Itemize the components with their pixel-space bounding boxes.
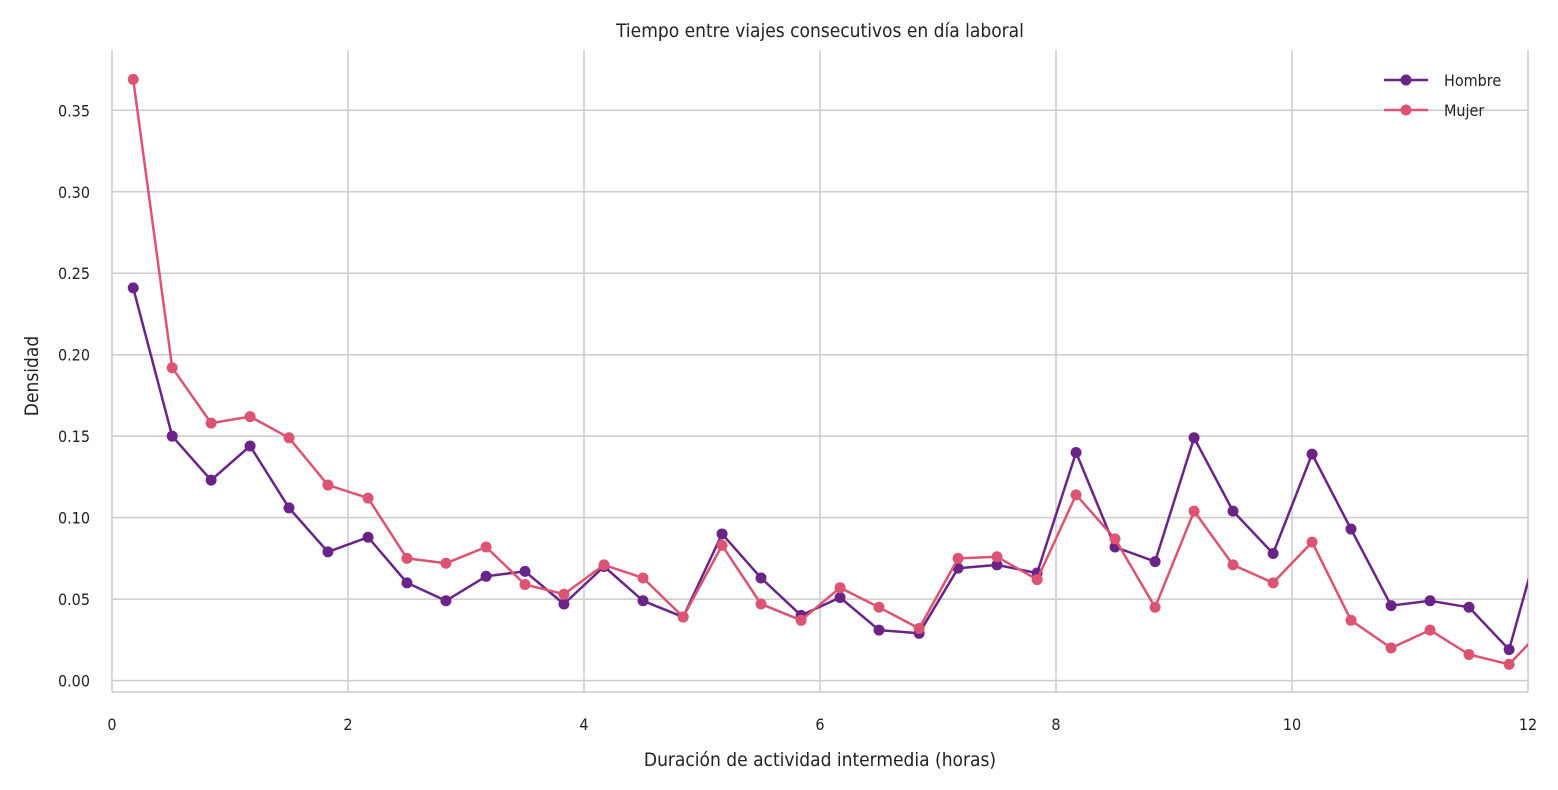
data-point-mujer xyxy=(127,73,139,85)
data-point-mujer xyxy=(519,578,531,590)
data-point-mujer xyxy=(166,362,178,374)
y-axis-ticks: 0.00 0.05 0.10 0.15 0.20 0.25 0.30 0.35 xyxy=(58,101,90,690)
y-tick-label: 0.00 xyxy=(58,672,90,691)
data-point-hombre xyxy=(991,559,1003,571)
data-point-hombre xyxy=(1306,448,1318,460)
data-point-hombre xyxy=(205,474,217,486)
legend-marker xyxy=(1400,104,1412,116)
series-line-mujer xyxy=(131,79,1528,666)
data-point-hombre xyxy=(1227,505,1239,517)
data-point-hombre xyxy=(480,570,492,582)
data-point-mujer xyxy=(480,541,492,553)
data-point-mujer xyxy=(401,552,413,564)
data-point-mujer xyxy=(1109,533,1121,545)
data-point-mujer xyxy=(755,598,767,610)
data-point-hombre xyxy=(1503,644,1515,656)
series-group xyxy=(127,73,1554,670)
data-point-hombre xyxy=(519,565,531,577)
legend: Hombre Mujer xyxy=(1384,71,1501,120)
data-point-mujer xyxy=(716,539,728,551)
data-point-hombre xyxy=(322,546,334,558)
data-point-mujer xyxy=(205,417,217,429)
data-point-mujer xyxy=(1503,658,1515,670)
data-point-hombre xyxy=(637,595,649,607)
y-tick-label: 0.20 xyxy=(58,346,90,365)
data-point-mujer xyxy=(1267,577,1279,589)
legend-label: Hombre xyxy=(1444,71,1501,90)
data-point-hombre xyxy=(1424,595,1436,607)
data-point-mujer xyxy=(1385,642,1397,654)
data-point-mujer xyxy=(1306,536,1318,548)
data-point-mujer xyxy=(913,622,925,634)
data-point-hombre xyxy=(166,430,178,442)
data-point-hombre xyxy=(834,591,846,603)
data-point-mujer xyxy=(598,559,610,571)
data-point-hombre xyxy=(1463,601,1475,613)
data-point-mujer xyxy=(1188,505,1200,517)
chart-title: Tiempo entre viajes consecutivos en día … xyxy=(615,20,1024,42)
x-axis-label: Duración de actividad intermedia (horas) xyxy=(644,749,996,771)
data-point-hombre xyxy=(1188,432,1200,444)
y-tick-label: 0.30 xyxy=(58,183,90,202)
data-point-mujer xyxy=(1463,649,1475,661)
x-tick-label: 4 xyxy=(579,715,588,734)
data-point-mujer xyxy=(1345,614,1357,626)
data-point-hombre xyxy=(1070,446,1082,458)
data-point-hombre xyxy=(873,624,885,636)
data-point-hombre xyxy=(755,572,767,584)
data-point-mujer xyxy=(283,432,295,444)
data-point-hombre xyxy=(1267,547,1279,559)
data-point-hombre xyxy=(1345,523,1357,535)
data-point-hombre xyxy=(716,528,728,540)
y-tick-label: 0.25 xyxy=(58,264,90,283)
data-point-mujer xyxy=(1227,559,1239,571)
legend-label: Mujer xyxy=(1444,101,1484,120)
legend-item-hombre: Hombre xyxy=(1384,71,1501,90)
data-point-hombre xyxy=(127,282,139,294)
data-point-mujer xyxy=(677,611,689,623)
x-tick-label: 10 xyxy=(1283,715,1301,734)
data-point-mujer xyxy=(1149,601,1161,613)
series-mujer xyxy=(127,73,1554,670)
y-tick-label: 0.05 xyxy=(58,590,90,609)
data-point-hombre xyxy=(362,531,374,543)
y-tick-label: 0.35 xyxy=(58,101,90,120)
data-point-mujer xyxy=(637,572,649,584)
data-point-mujer xyxy=(991,551,1003,563)
data-point-mujer xyxy=(952,552,964,564)
data-point-hombre xyxy=(1149,556,1161,568)
data-point-mujer xyxy=(322,479,334,491)
y-axis-label: Densidad xyxy=(21,336,43,416)
data-point-hombre xyxy=(440,595,452,607)
data-point-mujer xyxy=(1543,618,1554,629)
data-point-mujer xyxy=(558,588,570,600)
data-point-mujer xyxy=(1424,624,1436,636)
data-point-mujer xyxy=(1070,489,1082,501)
x-tick-label: 0 xyxy=(107,715,116,734)
grid xyxy=(112,50,1529,692)
data-point-mujer xyxy=(873,601,885,613)
data-point-mujer xyxy=(362,492,374,504)
x-tick-label: 2 xyxy=(343,715,352,734)
x-axis-ticks: 0 2 4 6 8 10 12 xyxy=(107,715,1537,734)
data-point-mujer xyxy=(244,411,256,423)
y-tick-label: 0.15 xyxy=(58,427,90,446)
data-point-mujer xyxy=(1031,574,1043,586)
x-tick-label: 12 xyxy=(1519,715,1537,734)
data-point-mujer xyxy=(795,614,807,626)
data-point-hombre xyxy=(283,502,295,514)
data-point-hombre xyxy=(1385,600,1397,612)
x-tick-label: 8 xyxy=(1051,715,1060,734)
x-tick-label: 6 xyxy=(815,715,824,734)
data-point-mujer xyxy=(440,557,452,569)
legend-marker xyxy=(1400,74,1412,86)
data-point-hombre xyxy=(244,440,256,452)
y-tick-label: 0.10 xyxy=(58,509,90,528)
data-point-hombre xyxy=(1543,504,1554,515)
legend-item-mujer: Mujer xyxy=(1384,101,1484,120)
data-point-hombre xyxy=(558,598,570,610)
data-point-mujer xyxy=(834,582,846,594)
data-point-hombre xyxy=(401,577,413,589)
